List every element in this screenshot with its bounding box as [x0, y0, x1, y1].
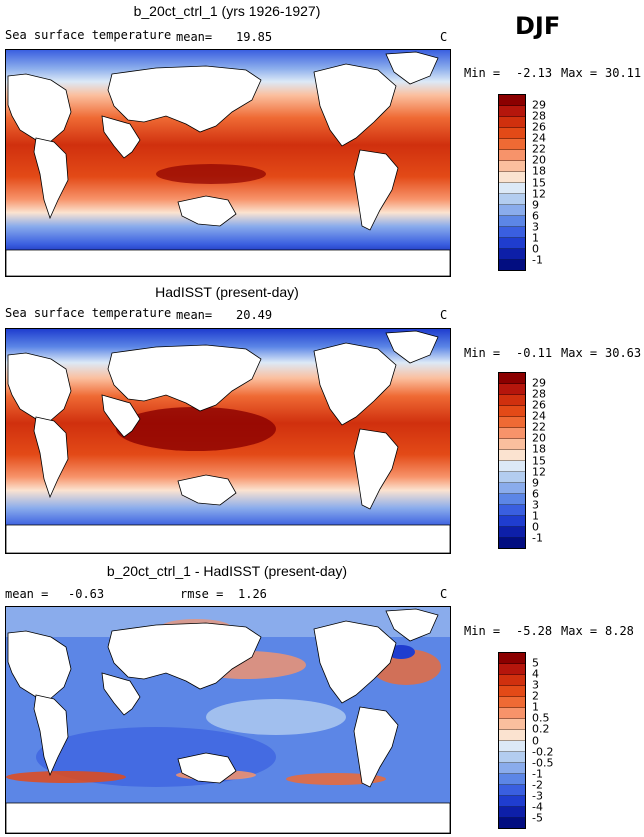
panel3-colorbar-ticks: 5 4 3 2 1 0.5 0.2 0 -0.2 -0.5 -1 -2 -3 -… [532, 652, 592, 829]
panel1-variable-label: Sea surface temperature [5, 28, 172, 42]
panel1-tick: 26 [532, 120, 546, 134]
panel1-colorbar [498, 94, 526, 271]
season-label: DJF [515, 12, 561, 40]
panel3-tick: -1 [532, 767, 543, 781]
panel2-tick: 12 [532, 465, 546, 479]
panel1-colorbar-ticks: 29 28 26 24 22 20 18 15 12 9 6 3 1 0 -1 [532, 94, 592, 271]
panel1-tick: 3 [532, 220, 539, 234]
panel2-tick: 26 [532, 398, 546, 412]
panel1-tick: 9 [532, 198, 539, 212]
panel3-min-value: -5.28 [516, 624, 553, 638]
panel1-tick: 29 [532, 98, 546, 112]
panel2-tick: 20 [532, 431, 546, 445]
panel2-tick: 3 [532, 498, 539, 512]
panel1-min-label: Min = [464, 66, 501, 80]
panel1-mean-value: 19.85 [236, 30, 273, 44]
panel2-tick: 18 [532, 442, 546, 456]
panel3-map [5, 606, 451, 834]
panel1-title: b_20ct_ctrl_1 (yrs 1926-1927) [133, 3, 321, 19]
panel2-colorbar-ticks: 29 28 26 24 22 20 18 15 12 9 6 3 1 0 -1 [532, 372, 592, 549]
panel1-unit: C [440, 30, 448, 44]
panel3-tick: -0.5 [532, 756, 554, 770]
panel2-tick: 9 [532, 476, 539, 490]
panel1-max-label: Max = [561, 66, 598, 80]
panel2-mean-label: mean= [176, 308, 213, 322]
panel3-rmse-value: 1.26 [238, 587, 267, 601]
panel2-tick: -1 [532, 531, 543, 545]
panel2-tick: 28 [532, 387, 546, 401]
panel3-tick: 0.5 [532, 711, 550, 725]
panel1-tick: 28 [532, 109, 546, 123]
panel3-mean-value: -0.63 [68, 587, 105, 601]
panel3-tick: 3 [532, 678, 539, 692]
panel1-tick: 22 [532, 142, 546, 156]
panel2-tick: 29 [532, 376, 546, 390]
panel2-tick: 24 [532, 409, 546, 423]
panel3-tick: -3 [532, 789, 543, 803]
panel3-tick: 5 [532, 656, 539, 670]
panel3-tick: 4 [532, 667, 539, 681]
panel1-tick: 6 [532, 209, 539, 223]
panel2-tick: 15 [532, 454, 546, 467]
panel3-unit: C [440, 587, 448, 601]
panel1-tick: 12 [532, 187, 546, 201]
panel2-max-value: 30.63 [605, 346, 642, 360]
panel2-tick: 1 [532, 509, 539, 523]
panel3-max-label: Max = [561, 624, 598, 638]
panel2-map [5, 328, 451, 554]
panel2-max-label: Max = [561, 346, 598, 360]
panel3-mean-label: mean = [5, 587, 49, 601]
panel2-mean-value: 20.49 [236, 308, 273, 322]
panel1-max-value: 30.11 [605, 66, 642, 80]
panel2-tick: 6 [532, 487, 539, 501]
panel2-tick: 22 [532, 420, 546, 434]
panel1-tick: 20 [532, 153, 546, 167]
panel1-min-value: -2.13 [516, 66, 553, 80]
panel3-tick: -0.2 [532, 745, 554, 759]
panel3-tick: 0.2 [532, 722, 550, 736]
panel1-tick: -1 [532, 253, 543, 267]
panel2-unit: C [440, 308, 448, 322]
panel2-title: HadISST (present-day) [155, 284, 299, 300]
panel1-tick: 0 [532, 242, 539, 256]
panel3-tick: -2 [532, 778, 543, 792]
panel1-tick: 1 [532, 231, 539, 245]
panel3-max-value: 8.28 [605, 624, 634, 638]
panel3-min-label: Min = [464, 624, 501, 638]
panel3-tick: -5 [532, 811, 543, 825]
panel2-variable-label: Sea surface temperature [5, 306, 172, 320]
panel2-tick: 0 [532, 520, 539, 534]
panel3-tick: 1 [532, 700, 539, 714]
panel1-tick: 24 [532, 131, 546, 145]
panel3-tick: -4 [532, 800, 543, 814]
panel2-colorbar [498, 372, 526, 549]
panel1-map [5, 49, 451, 277]
panel1-mean-label: mean= [176, 30, 213, 44]
panel3-tick: 0 [532, 734, 539, 747]
panel3-tick: 2 [532, 689, 539, 703]
panel1-tick: 15 [532, 176, 546, 189]
panel3-rmse-label: rmse = [180, 587, 224, 601]
panel1-tick: 18 [532, 164, 546, 178]
panel3-title: b_20ct_ctrl_1 - HadISST (present-day) [106, 563, 348, 579]
panel3-colorbar [498, 652, 526, 829]
panel2-min-label: Min = [464, 346, 501, 360]
panel2-min-value: -0.11 [516, 346, 553, 360]
